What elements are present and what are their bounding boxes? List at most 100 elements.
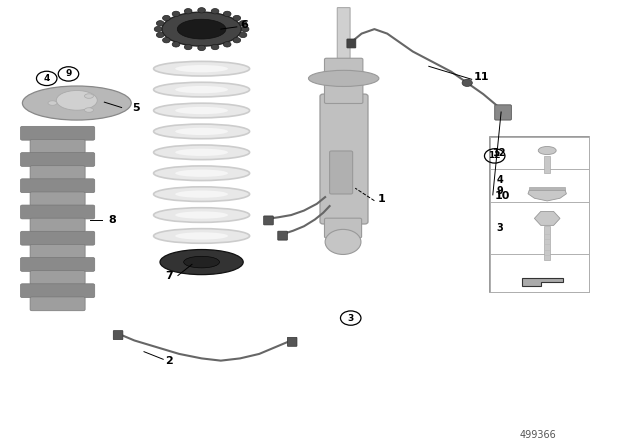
FancyBboxPatch shape (20, 258, 95, 271)
FancyBboxPatch shape (337, 8, 350, 60)
Circle shape (156, 32, 164, 38)
Ellipse shape (84, 94, 93, 98)
Ellipse shape (184, 256, 220, 268)
Text: 8: 8 (109, 215, 116, 224)
FancyBboxPatch shape (30, 218, 85, 232)
Ellipse shape (175, 211, 228, 219)
Circle shape (211, 44, 219, 50)
Circle shape (184, 9, 192, 14)
Text: 12: 12 (488, 151, 501, 160)
Ellipse shape (154, 61, 250, 76)
FancyBboxPatch shape (278, 231, 287, 240)
Text: 3: 3 (348, 314, 354, 323)
Text: 12: 12 (493, 148, 507, 158)
Circle shape (172, 42, 180, 47)
Ellipse shape (154, 145, 250, 159)
FancyBboxPatch shape (30, 192, 85, 206)
Text: 9: 9 (65, 69, 72, 78)
Bar (544, 227, 550, 260)
FancyBboxPatch shape (324, 58, 363, 103)
Circle shape (223, 11, 231, 17)
Ellipse shape (154, 166, 250, 181)
Circle shape (163, 15, 170, 21)
FancyBboxPatch shape (30, 297, 85, 311)
Circle shape (198, 8, 205, 13)
Ellipse shape (175, 86, 228, 93)
Circle shape (233, 15, 241, 21)
Ellipse shape (154, 208, 250, 222)
Bar (490, 254, 589, 292)
Bar (490, 137, 589, 292)
Ellipse shape (175, 190, 228, 198)
Circle shape (154, 26, 162, 32)
Bar (490, 169, 589, 202)
FancyBboxPatch shape (20, 153, 95, 166)
FancyBboxPatch shape (20, 205, 95, 219)
FancyBboxPatch shape (287, 337, 297, 346)
Circle shape (239, 32, 247, 38)
Circle shape (462, 79, 472, 86)
Bar (529, 187, 565, 190)
Ellipse shape (175, 169, 228, 177)
FancyBboxPatch shape (20, 231, 95, 245)
Ellipse shape (22, 86, 131, 120)
FancyBboxPatch shape (113, 331, 123, 340)
Ellipse shape (160, 250, 243, 275)
Polygon shape (522, 278, 563, 287)
Text: 499366: 499366 (519, 430, 556, 439)
Circle shape (156, 21, 164, 26)
Ellipse shape (175, 232, 228, 240)
Ellipse shape (154, 103, 250, 118)
FancyBboxPatch shape (30, 166, 85, 180)
Ellipse shape (154, 187, 250, 202)
FancyBboxPatch shape (320, 94, 368, 224)
FancyBboxPatch shape (30, 271, 85, 284)
Text: 1: 1 (378, 194, 385, 204)
Circle shape (198, 45, 205, 51)
Circle shape (211, 9, 219, 14)
Ellipse shape (84, 108, 93, 112)
Text: 7: 7 (165, 271, 173, 280)
FancyBboxPatch shape (264, 216, 273, 225)
Bar (490, 202, 589, 254)
Ellipse shape (175, 107, 228, 114)
Text: 6: 6 (240, 20, 248, 30)
FancyBboxPatch shape (20, 126, 95, 140)
Text: 3: 3 (497, 223, 503, 233)
Text: 10: 10 (495, 191, 510, 201)
Ellipse shape (175, 128, 228, 135)
Circle shape (163, 38, 170, 43)
Bar (544, 156, 550, 173)
Circle shape (325, 229, 361, 254)
Ellipse shape (162, 12, 241, 46)
Circle shape (172, 11, 180, 17)
Text: 11: 11 (474, 72, 489, 82)
Circle shape (184, 44, 192, 50)
Ellipse shape (154, 228, 250, 243)
FancyBboxPatch shape (347, 39, 356, 48)
FancyBboxPatch shape (324, 218, 362, 238)
Ellipse shape (175, 149, 228, 156)
Ellipse shape (154, 82, 250, 97)
Ellipse shape (56, 90, 97, 110)
Circle shape (223, 42, 231, 47)
FancyBboxPatch shape (20, 284, 95, 297)
Ellipse shape (177, 19, 226, 39)
Polygon shape (534, 211, 560, 225)
Text: 2: 2 (165, 356, 173, 366)
Circle shape (239, 21, 247, 26)
Ellipse shape (538, 146, 556, 155)
Ellipse shape (175, 65, 228, 72)
Ellipse shape (308, 70, 379, 86)
Text: 4
9: 4 9 (497, 175, 503, 197)
Text: 4: 4 (44, 74, 50, 83)
Bar (490, 137, 589, 169)
FancyBboxPatch shape (330, 151, 353, 194)
FancyBboxPatch shape (495, 105, 511, 120)
Text: 5: 5 (132, 103, 140, 112)
Circle shape (233, 38, 241, 43)
FancyBboxPatch shape (30, 245, 85, 258)
Ellipse shape (48, 101, 57, 105)
FancyBboxPatch shape (30, 139, 85, 153)
Ellipse shape (154, 124, 250, 139)
